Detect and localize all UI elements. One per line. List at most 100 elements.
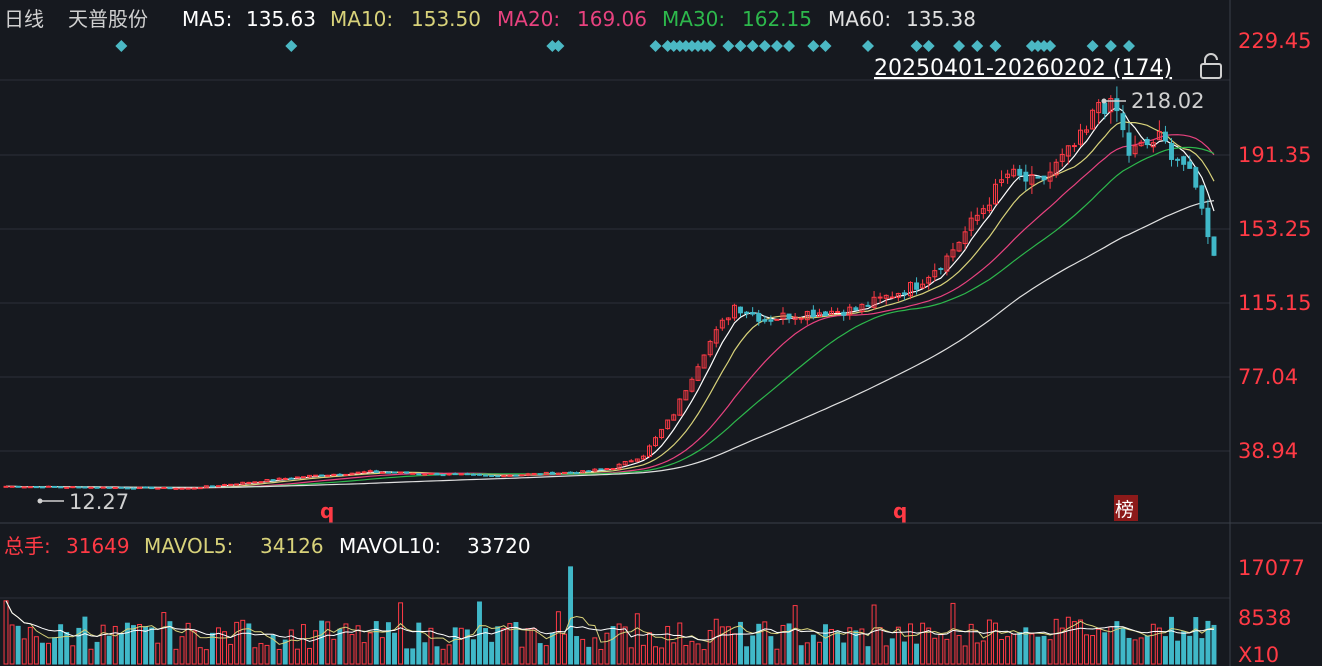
dragon-tiger-label[interactable]: 榜 bbox=[1115, 499, 1134, 521]
candle-body bbox=[1053, 161, 1059, 176]
candle-body bbox=[94, 486, 100, 489]
ma10-value: 153.50 bbox=[411, 7, 481, 31]
candle-body bbox=[1162, 131, 1168, 142]
volume-bar bbox=[222, 631, 227, 665]
candle-body bbox=[349, 472, 355, 476]
low-value: 12.27 bbox=[69, 490, 129, 514]
candle-body bbox=[610, 468, 616, 471]
candle-body bbox=[555, 472, 561, 475]
volume-bar bbox=[786, 623, 792, 665]
range-label-group[interactable]: 20250401-20260202 (174) bbox=[874, 53, 1222, 81]
candle-body bbox=[847, 306, 853, 316]
candle-body bbox=[725, 317, 731, 321]
volume-bar bbox=[155, 642, 161, 665]
candle-body bbox=[938, 268, 944, 271]
candle-body bbox=[956, 241, 962, 252]
lock-icon[interactable] bbox=[1200, 53, 1222, 79]
candle-body bbox=[823, 311, 828, 317]
period-label[interactable]: 日线 bbox=[4, 7, 44, 31]
candle-body bbox=[695, 366, 701, 381]
candle-body bbox=[379, 471, 385, 474]
candle-body bbox=[810, 309, 816, 318]
candle-body bbox=[106, 486, 112, 489]
candle-body bbox=[1035, 176, 1041, 179]
volume-bar bbox=[634, 613, 640, 665]
event-marker[interactable]: q bbox=[320, 499, 334, 523]
volume-bar bbox=[1114, 621, 1120, 665]
candle-body bbox=[1108, 98, 1114, 113]
candle-body bbox=[222, 484, 227, 487]
volume-bar bbox=[1017, 632, 1023, 665]
signal-diamond bbox=[692, 40, 705, 52]
volume-bar bbox=[458, 627, 464, 665]
stock-name: 天普股份 bbox=[68, 7, 148, 31]
candle-body bbox=[604, 467, 610, 470]
signal-diamond bbox=[910, 40, 923, 52]
signal-diamond bbox=[770, 40, 783, 52]
volume-bar bbox=[1156, 627, 1162, 665]
mavol10-value: 33720 bbox=[467, 534, 531, 558]
volume-bar bbox=[610, 626, 616, 665]
volume-bar bbox=[452, 627, 458, 665]
candle-body bbox=[1084, 129, 1089, 133]
candle-body bbox=[932, 270, 938, 278]
candle-body bbox=[1120, 113, 1126, 131]
volume-bar bbox=[677, 622, 683, 665]
dragon-tiger-marker[interactable]: 榜 bbox=[1114, 495, 1138, 521]
price-axis: 229.45 191.35 153.25 115.15 77.04 38.94 bbox=[1238, 29, 1311, 463]
candle-body bbox=[325, 474, 331, 477]
volume-bar bbox=[974, 642, 980, 665]
volume-bar bbox=[185, 622, 191, 665]
ma20-value: 169.06 bbox=[577, 7, 647, 31]
event-marker[interactable]: q bbox=[893, 499, 907, 523]
candle-body bbox=[422, 473, 428, 476]
signal-diamond bbox=[989, 40, 1002, 52]
price-tick: 38.94 bbox=[1238, 439, 1298, 463]
volume-bar bbox=[792, 605, 798, 665]
volume-bar bbox=[1071, 621, 1077, 665]
date-range-label[interactable]: 20250401-20260202 (174) bbox=[874, 56, 1172, 81]
volume-bar bbox=[804, 642, 810, 665]
candle-body bbox=[64, 486, 70, 489]
candle-body bbox=[15, 485, 21, 488]
volume-bar bbox=[598, 648, 604, 665]
mavol5-label: MAVOL5: bbox=[144, 534, 233, 558]
candle-body bbox=[798, 317, 804, 320]
volume-bar bbox=[580, 638, 586, 665]
ma20-label: MA20: bbox=[497, 7, 560, 31]
signal-diamond bbox=[685, 40, 698, 52]
volume-bar bbox=[750, 635, 756, 665]
volume-bar bbox=[683, 644, 689, 665]
volume-bar bbox=[956, 635, 962, 665]
volume-bar bbox=[701, 649, 707, 665]
volume-bar bbox=[52, 637, 58, 665]
candle-body bbox=[701, 354, 707, 369]
volume-bar bbox=[555, 611, 561, 665]
volume-bar bbox=[616, 623, 622, 665]
volume-bar bbox=[489, 641, 495, 665]
volume-bar bbox=[76, 627, 82, 665]
volume-bar bbox=[337, 628, 343, 665]
volume-bar bbox=[270, 634, 276, 665]
candle-body bbox=[640, 455, 646, 460]
volume-bar bbox=[398, 602, 404, 665]
volume-bar bbox=[1065, 616, 1071, 665]
signal-diamond bbox=[922, 40, 935, 52]
candle-body bbox=[968, 217, 974, 231]
low-annotation: 12.27 bbox=[37, 490, 129, 514]
volume-bar bbox=[895, 626, 901, 665]
candle-body bbox=[39, 486, 45, 489]
volume-bar bbox=[288, 629, 294, 665]
volume-bar bbox=[470, 639, 476, 665]
volume-bar bbox=[94, 641, 100, 665]
candle-body bbox=[616, 463, 622, 470]
candle-body bbox=[270, 479, 276, 482]
candle-body bbox=[780, 312, 786, 320]
volume-bar bbox=[252, 647, 258, 665]
signal-diamond bbox=[698, 40, 711, 52]
volume-bar bbox=[355, 625, 361, 665]
candle-body bbox=[234, 483, 240, 486]
volume-bar bbox=[464, 629, 470, 665]
signal-diamond bbox=[1104, 40, 1117, 52]
